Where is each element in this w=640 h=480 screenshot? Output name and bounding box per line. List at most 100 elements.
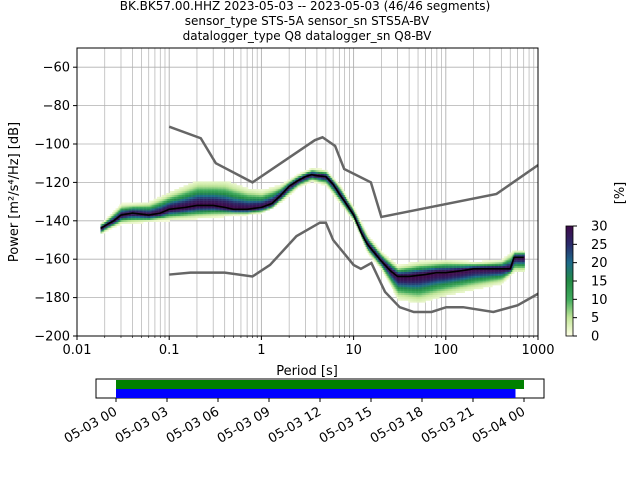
psd-cell	[266, 208, 268, 211]
psd-cell	[257, 208, 259, 211]
psd-cell	[142, 221, 144, 224]
psd-cell	[442, 279, 445, 282]
psd-cell	[447, 290, 449, 293]
psd-cell	[233, 191, 235, 194]
psd-cell	[373, 244, 376, 247]
psd-cell	[505, 262, 507, 265]
psd-cell	[354, 221, 356, 224]
psd-cell	[462, 267, 464, 270]
psd-cell	[282, 187, 284, 190]
psd-cell	[389, 271, 392, 274]
psd-cell	[423, 285, 425, 288]
psd-cell	[342, 202, 344, 205]
psd-cell	[198, 191, 200, 194]
psd-cell	[435, 264, 438, 267]
psd-cell	[135, 217, 137, 221]
psd-cell	[176, 208, 178, 211]
psd-cell	[390, 273, 393, 276]
psd-cell	[297, 185, 299, 188]
psd-cell	[432, 264, 434, 267]
psd-cell	[192, 194, 195, 197]
psd-cell	[121, 216, 123, 219]
psd-cell	[295, 179, 297, 182]
psd-cell	[226, 202, 228, 205]
psd-cell	[213, 196, 215, 199]
psd-cell	[442, 285, 445, 288]
psd-cell	[294, 175, 296, 178]
psd-cell	[256, 189, 258, 192]
psd-cell	[463, 262, 465, 265]
psd-cell	[160, 214, 162, 217]
psd-cell	[380, 267, 382, 270]
psd-cell	[464, 288, 467, 292]
psd-cell	[125, 212, 128, 215]
psd-cell	[427, 260, 430, 263]
psd-cell	[325, 177, 327, 180]
psd-cell	[166, 204, 168, 207]
psd-cell	[411, 290, 414, 293]
psd-cell	[420, 267, 423, 270]
psd-cell	[427, 279, 430, 282]
psd-cell	[471, 283, 473, 286]
psd-cell	[313, 177, 316, 180]
psd-cell	[409, 298, 411, 301]
psd-cell	[258, 191, 260, 194]
psd-cell	[437, 283, 439, 286]
psd-cell	[435, 292, 438, 295]
psd-cell	[207, 194, 210, 197]
psd-cell	[157, 214, 159, 217]
psd-cell	[231, 189, 234, 192]
psd-cell	[307, 171, 310, 174]
psd-cell	[195, 194, 197, 197]
psd-cell	[505, 264, 507, 267]
psd-cell	[105, 227, 107, 230]
psd-cell	[264, 208, 266, 211]
psd-cell	[257, 198, 259, 201]
psd-cell	[182, 210, 184, 213]
psd-cell	[265, 189, 267, 192]
psd-cell	[238, 191, 241, 194]
psd-cell	[339, 198, 341, 201]
psd-cell	[348, 198, 350, 201]
psd-cell	[198, 216, 200, 219]
psd-cell	[253, 192, 256, 196]
psd-cell	[327, 187, 329, 190]
psd-cell	[479, 287, 482, 290]
psd-cell	[238, 212, 241, 215]
psd-cell	[374, 256, 377, 259]
psd-cell	[516, 250, 518, 253]
psd-cell	[454, 281, 456, 284]
psd-cell	[439, 267, 441, 270]
psd-cell	[180, 210, 182, 213]
psd-cell	[482, 273, 484, 276]
psd-cell	[396, 294, 399, 297]
psd-cell	[316, 171, 318, 174]
psd-cell	[279, 187, 281, 190]
psd-cell	[238, 189, 241, 192]
psd-cell	[470, 265, 472, 269]
psd-cell	[189, 214, 191, 217]
psd-cell	[443, 275, 446, 278]
psd-cell	[399, 285, 401, 288]
psd-cell	[404, 265, 407, 269]
psd-cell	[286, 194, 288, 197]
psd-cell	[229, 214, 231, 217]
psd-cell	[193, 202, 196, 205]
psd-cell	[246, 196, 249, 199]
psd-cell	[324, 173, 326, 176]
psd-cell	[495, 281, 498, 284]
psd-cell	[388, 265, 391, 269]
psd-cell	[373, 258, 376, 261]
psd-cell	[154, 219, 157, 222]
psd-cell	[475, 262, 477, 265]
psd-cell	[190, 212, 192, 215]
psd-cell	[152, 210, 154, 213]
psd-cell	[130, 202, 132, 205]
psd-cell	[218, 181, 220, 184]
psd-cell	[190, 185, 192, 188]
psd-cell	[181, 200, 183, 203]
psd-cell	[250, 206, 252, 209]
psd-cell	[251, 200, 253, 203]
psd-cell	[107, 216, 109, 219]
psd-cell	[412, 290, 415, 293]
